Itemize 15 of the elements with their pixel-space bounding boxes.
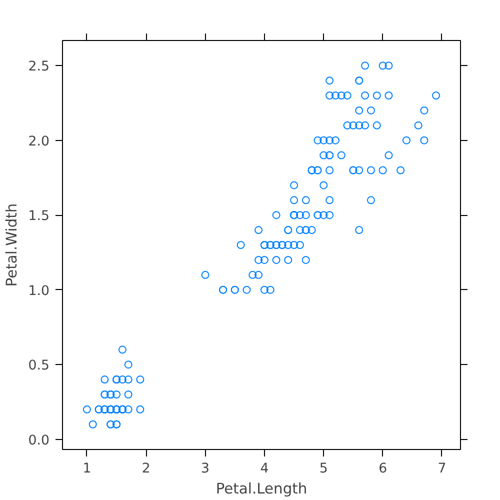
x-tick-label: 1 bbox=[82, 462, 92, 476]
x-axis-title: Petal.Length bbox=[216, 480, 308, 498]
x-tick-label: 2 bbox=[142, 462, 150, 476]
x-tick-label: 7 bbox=[438, 462, 446, 476]
x-tick-label: 4 bbox=[260, 462, 269, 476]
y-tick-label: 2.0 bbox=[28, 134, 50, 150]
y-tick-label: 1.0 bbox=[28, 284, 50, 299]
y-axis-title: Petal.Width bbox=[3, 203, 20, 287]
y-tick-label: 2.5 bbox=[28, 60, 50, 75]
x-tick-label: 3 bbox=[201, 462, 210, 476]
x-tick-label: 5 bbox=[319, 462, 328, 476]
y-tick-label: 0.0 bbox=[28, 433, 50, 448]
y-tick-label: 0.5 bbox=[28, 358, 50, 374]
x-tick-label: 6 bbox=[378, 462, 388, 476]
y-tick-label: 1.5 bbox=[28, 209, 50, 224]
